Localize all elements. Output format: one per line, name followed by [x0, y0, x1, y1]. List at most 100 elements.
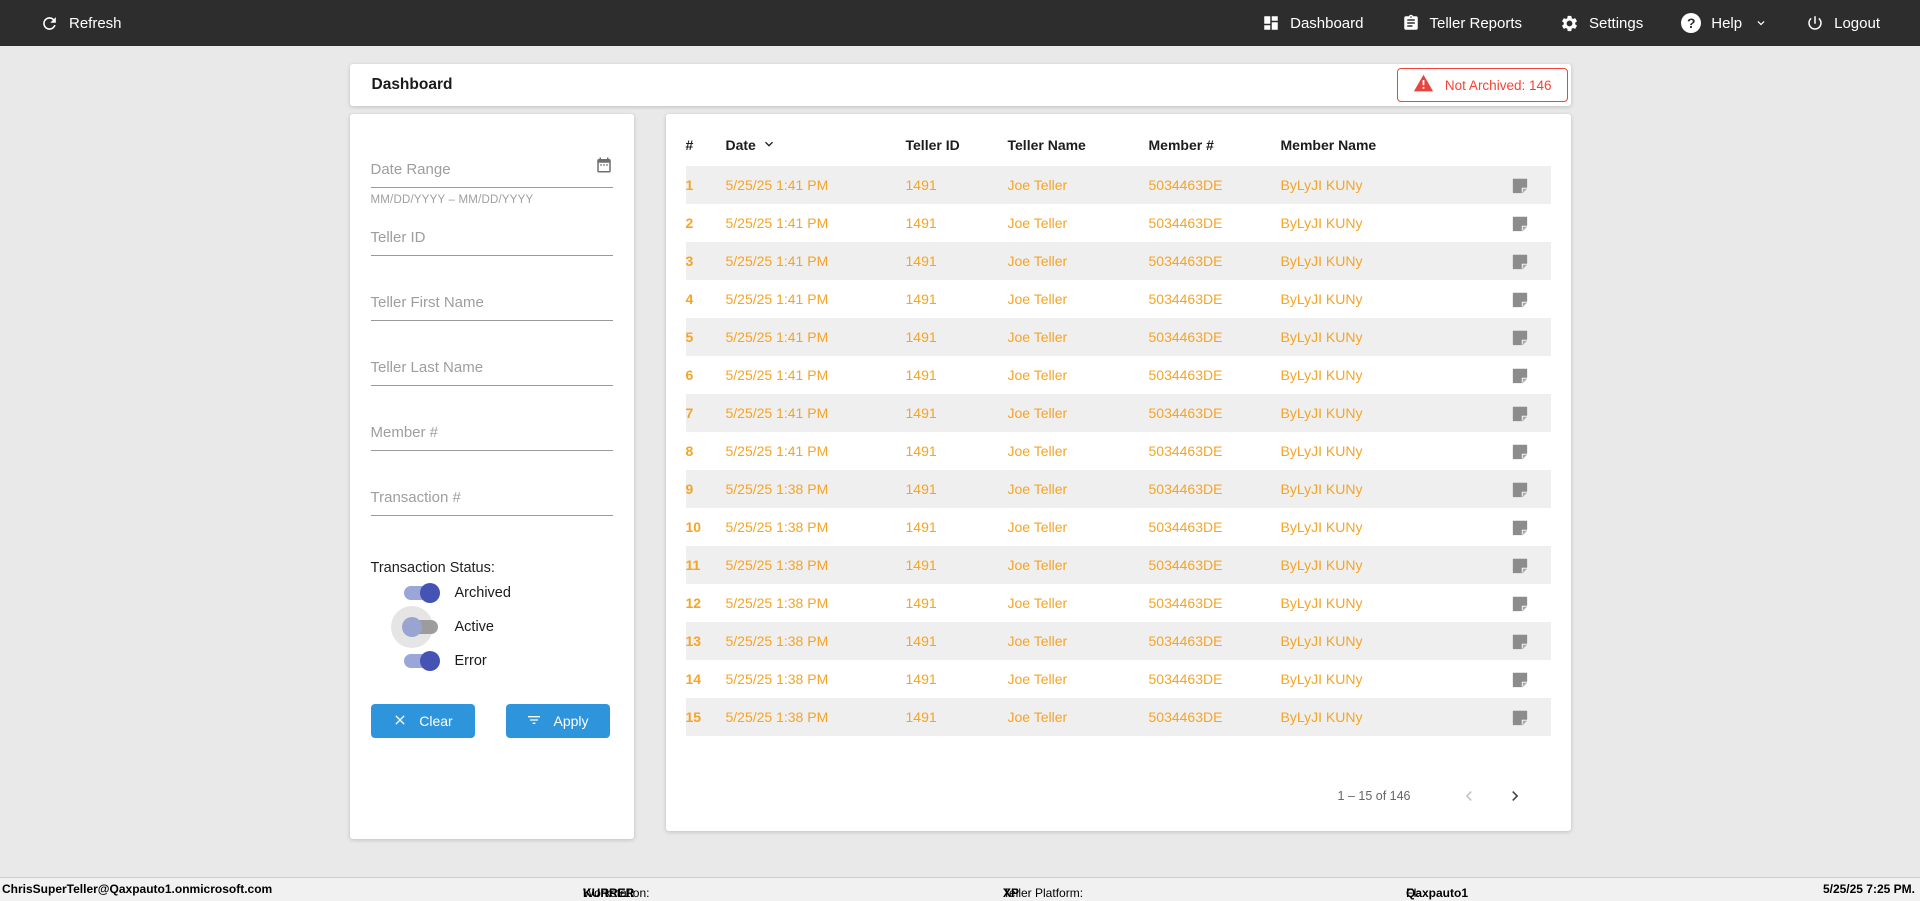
table-cell: 12 — [685, 595, 702, 611]
column-header-num: # — [685, 137, 694, 153]
note-icon[interactable] — [1511, 709, 1529, 726]
teller-last-name-input[interactable]: Teller Last Name — [370, 359, 613, 386]
table-row[interactable]: 4 5/25/25 1:41 PM 1491 Joe Teller 5034463DE B… — [685, 280, 1551, 318]
nav-item-label: Settings — [1589, 14, 1644, 32]
note-cell[interactable] — [1489, 622, 1551, 660]
help-icon: ? — [1681, 13, 1702, 33]
table-row[interactable]: 15 5/25/25 1:38 PM 1491 Joe Teller 5034463DE… — [685, 698, 1551, 736]
note-cell[interactable] — [1489, 432, 1551, 470]
nav-item-settings[interactable]: Settings — [1560, 14, 1643, 33]
table-cell: Joe Teller — [1007, 253, 1068, 269]
note-cell[interactable] — [1489, 660, 1551, 698]
table-cell: 5/25/25 1:38 PM — [725, 481, 829, 497]
table-row[interactable]: 8 5/25/25 1:41 PM 1491 Joe Teller 5034463DE B… — [685, 432, 1551, 470]
note-cell[interactable] — [1489, 584, 1551, 622]
note-cell[interactable] — [1489, 280, 1551, 318]
note-icon[interactable] — [1511, 291, 1529, 308]
active-toggle[interactable] — [401, 617, 438, 637]
nav-item-teller-reports[interactable]: Teller Reports — [1402, 14, 1522, 32]
dashboard-icon — [1262, 14, 1280, 32]
note-icon[interactable] — [1511, 443, 1529, 460]
table-cell: 5/25/25 1:38 PM — [725, 519, 829, 535]
note-cell[interactable] — [1489, 546, 1551, 584]
table-cell: 5/25/25 1:38 PM — [725, 671, 829, 687]
transaction-number-input[interactable]: Transaction # — [370, 489, 613, 516]
table-cell: 1491 — [905, 633, 937, 649]
column-header-teller-id: Teller ID — [905, 137, 960, 153]
table-row[interactable]: 1 5/25/25 1:41 PM 1491 Joe Teller 5034463DE B… — [685, 166, 1551, 204]
note-icon[interactable] — [1511, 595, 1529, 612]
table-cell: ByLyJI KUNy — [1280, 253, 1363, 269]
table-row[interactable]: 6 5/25/25 1:41 PM 1491 Joe Teller 5034463DE B… — [685, 356, 1551, 394]
table-cell: ByLyJI KUNy — [1280, 443, 1363, 459]
refresh-button[interactable]: Refresh — [40, 14, 122, 33]
nav-item-help[interactable]: ? Help — [1681, 13, 1768, 33]
note-cell[interactable] — [1489, 204, 1551, 242]
note-cell[interactable] — [1489, 356, 1551, 394]
note-cell[interactable] — [1489, 470, 1551, 508]
table-cell: Joe Teller — [1007, 709, 1068, 725]
note-cell[interactable] — [1489, 698, 1551, 736]
table-row[interactable]: 7 5/25/25 1:41 PM 1491 Joe Teller 5034463DE B… — [685, 394, 1551, 432]
table-row[interactable]: 2 5/25/25 1:41 PM 1491 Joe Teller 5034463DE B… — [685, 204, 1551, 242]
table-cell: 1491 — [905, 709, 937, 725]
nav-item-label: Dashboard — [1290, 14, 1364, 32]
date-range-input[interactable]: Date Range — [370, 156, 613, 188]
table-cell: ByLyJI KUNy — [1280, 367, 1363, 383]
not-archived-badge[interactable]: Not Archived: 146 — [1396, 68, 1568, 102]
note-icon[interactable] — [1511, 557, 1529, 574]
table-cell: 5/25/25 1:41 PM — [725, 177, 829, 193]
table-row[interactable]: 11 5/25/25 1:38 PM 1491 Joe Teller 5034463DE… — [685, 546, 1551, 584]
note-icon[interactable] — [1511, 215, 1529, 232]
note-cell[interactable] — [1489, 508, 1551, 546]
table-cell: Joe Teller — [1007, 595, 1068, 611]
table-row[interactable]: 9 5/25/25 1:38 PM 1491 Joe Teller 5034463DE B… — [685, 470, 1551, 508]
teller-first-name-input[interactable]: Teller First Name — [370, 294, 613, 321]
table-row[interactable]: 14 5/25/25 1:38 PM 1491 Joe Teller 5034463DE… — [685, 660, 1551, 698]
table-row[interactable]: 3 5/25/25 1:41 PM 1491 Joe Teller 5034463DE B… — [685, 242, 1551, 280]
error-toggle[interactable] — [403, 651, 440, 671]
table-row[interactable]: 13 5/25/25 1:38 PM 1491 Joe Teller 5034463DE… — [685, 622, 1551, 660]
field-placeholder: Teller Last Name — [370, 359, 484, 376]
field-placeholder: Transaction # — [370, 489, 461, 506]
note-icon[interactable] — [1511, 519, 1529, 536]
toggle-row-error: Error — [403, 644, 613, 678]
note-cell[interactable] — [1489, 166, 1551, 204]
apply-button[interactable]: Apply — [505, 704, 610, 738]
table-cell: 1491 — [905, 291, 937, 307]
note-icon[interactable] — [1511, 671, 1529, 688]
table-cell: 1491 — [905, 557, 937, 573]
member-number-input[interactable]: Member # — [370, 424, 613, 451]
clear-button[interactable]: Clear — [370, 704, 475, 738]
table-cell: 5034463DE — [1148, 709, 1223, 725]
table-cell: 1491 — [905, 367, 937, 383]
note-icon[interactable] — [1511, 405, 1529, 422]
nav-item-dashboard[interactable]: Dashboard — [1262, 14, 1364, 32]
table-cell: 5034463DE — [1148, 329, 1223, 345]
note-cell[interactable] — [1489, 394, 1551, 432]
note-icon[interactable] — [1511, 633, 1529, 650]
note-icon[interactable] — [1511, 253, 1529, 270]
gear-icon — [1560, 14, 1579, 33]
teller-id-input[interactable]: Teller ID — [370, 229, 613, 256]
table-row[interactable]: 12 5/25/25 1:38 PM 1491 Joe Teller 5034463DE… — [685, 584, 1551, 622]
previous-page-button[interactable] — [1459, 786, 1479, 806]
table-cell: Joe Teller — [1007, 215, 1068, 231]
table-row[interactable]: 5 5/25/25 1:41 PM 1491 Joe Teller 5034463DE B… — [685, 318, 1551, 356]
note-icon[interactable] — [1511, 367, 1529, 384]
calendar-icon[interactable] — [595, 156, 613, 178]
table-cell: 15 — [685, 709, 702, 725]
table-row[interactable]: 10 5/25/25 1:38 PM 1491 Joe Teller 5034463DE… — [685, 508, 1551, 546]
archived-toggle[interactable] — [403, 583, 440, 603]
note-cell[interactable] — [1489, 242, 1551, 280]
column-header-date[interactable]: Date — [726, 124, 906, 166]
next-page-button[interactable] — [1505, 786, 1525, 806]
table-cell: 5/25/25 1:38 PM — [725, 595, 829, 611]
note-icon[interactable] — [1511, 481, 1529, 498]
note-icon[interactable] — [1511, 177, 1529, 194]
table-cell: Joe Teller — [1007, 443, 1068, 459]
table-cell: 5/25/25 1:38 PM — [725, 709, 829, 725]
nav-item-logout[interactable]: Logout — [1806, 14, 1880, 32]
note-cell[interactable] — [1489, 318, 1551, 356]
note-icon[interactable] — [1511, 329, 1529, 346]
